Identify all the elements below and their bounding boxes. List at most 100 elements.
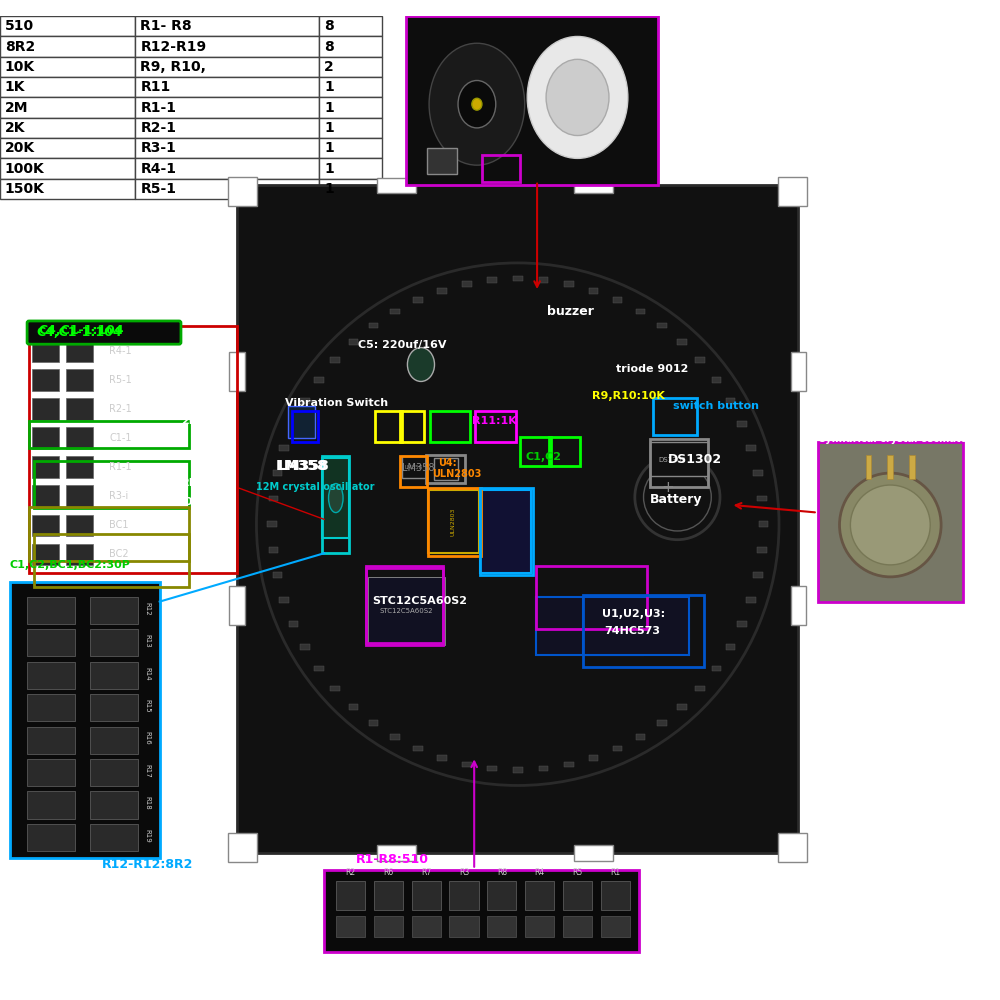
Ellipse shape	[458, 80, 496, 128]
Text: LM358: LM358	[402, 463, 434, 473]
Text: R1-1: R1-1	[109, 462, 132, 472]
Bar	[487, 766, 497, 771]
Bar	[289, 421, 298, 427]
Text: C1,C2: C1,C2	[525, 452, 561, 462]
Bar	[330, 357, 340, 363]
Text: R16: R16	[144, 731, 150, 745]
Bar	[135, 57, 319, 77]
Bar	[427, 148, 457, 174]
Text: 2K: 2K	[181, 416, 197, 426]
Bar	[390, 309, 400, 314]
Bar	[66, 427, 93, 449]
Bar	[437, 755, 447, 761]
Bar	[390, 734, 400, 740]
Bar	[66, 369, 93, 391]
Bar	[564, 762, 574, 767]
Ellipse shape	[256, 263, 779, 785]
Text: R9, R10,: R9, R10,	[140, 60, 206, 74]
Bar	[726, 644, 735, 650]
Text: 510: 510	[5, 19, 34, 33]
Text: R4-1: R4-1	[109, 346, 132, 356]
Bar	[539, 277, 548, 283]
Bar	[32, 398, 59, 420]
Text: 2: 2	[324, 60, 334, 74]
Text: R15: R15	[144, 699, 150, 713]
Bar	[601, 916, 630, 937]
Bar	[657, 720, 667, 726]
Bar	[66, 340, 93, 362]
Text: 1: 1	[324, 141, 334, 155]
Bar	[369, 720, 378, 726]
Text: 1K: 1K	[5, 80, 25, 94]
Bar	[462, 762, 472, 767]
Bar	[319, 36, 382, 57]
Bar	[462, 281, 472, 287]
Bar	[482, 155, 520, 182]
Ellipse shape	[329, 484, 343, 513]
Bar	[135, 158, 319, 179]
Text: R6: R6	[383, 868, 393, 877]
FancyBboxPatch shape	[27, 321, 181, 344]
Bar	[29, 421, 189, 448]
Bar	[791, 352, 806, 391]
Bar	[487, 881, 516, 910]
Bar	[319, 118, 382, 138]
Bar	[66, 398, 93, 420]
Bar	[712, 666, 721, 671]
Text: Vibration Switch: Vibration Switch	[285, 398, 389, 408]
Ellipse shape	[527, 36, 628, 158]
Bar	[27, 694, 75, 721]
Bar	[695, 357, 705, 363]
Bar	[369, 323, 378, 328]
Text: 1: 1	[324, 121, 334, 135]
Ellipse shape	[644, 463, 711, 531]
Bar	[66, 456, 93, 478]
Ellipse shape	[850, 485, 930, 565]
Text: R18: R18	[144, 796, 150, 810]
Text: 8: 8	[324, 40, 334, 54]
Bar	[27, 727, 75, 754]
Text: LM358: LM358	[278, 459, 329, 473]
Ellipse shape	[840, 473, 941, 577]
Bar	[487, 916, 516, 937]
Bar	[269, 547, 278, 553]
Bar	[319, 97, 382, 118]
Bar	[237, 185, 798, 853]
Text: 1: 1	[324, 80, 334, 94]
Bar	[778, 833, 807, 862]
Bar	[336, 916, 365, 937]
Bar	[753, 572, 763, 578]
Bar	[27, 662, 75, 689]
Ellipse shape	[429, 43, 525, 165]
Bar	[712, 377, 721, 383]
Bar	[0, 118, 135, 138]
Bar	[539, 766, 548, 771]
Bar	[449, 916, 479, 937]
Text: 2K: 2K	[5, 121, 25, 135]
Bar	[374, 881, 403, 910]
Bar	[229, 352, 245, 391]
Bar	[400, 456, 427, 487]
Bar	[430, 411, 470, 442]
Bar	[135, 97, 319, 118]
Bar	[300, 644, 310, 650]
Text: switch button: switch button	[673, 401, 759, 411]
Bar	[32, 485, 59, 507]
Text: 100K: 100K	[5, 162, 45, 176]
Text: R4-1: R4-1	[140, 162, 176, 176]
Bar	[27, 759, 75, 786]
Bar	[324, 870, 639, 952]
Bar	[29, 326, 237, 573]
Bar	[34, 461, 189, 508]
Bar	[0, 16, 135, 36]
Text: 20K: 20K	[177, 497, 201, 507]
Bar	[413, 297, 423, 303]
Bar	[10, 582, 160, 858]
Bar	[601, 881, 630, 910]
Bar	[757, 496, 767, 501]
Ellipse shape	[546, 59, 609, 136]
Text: LM358: LM358	[276, 459, 328, 473]
Bar	[27, 791, 75, 819]
Bar	[90, 791, 138, 819]
Bar	[135, 118, 319, 138]
